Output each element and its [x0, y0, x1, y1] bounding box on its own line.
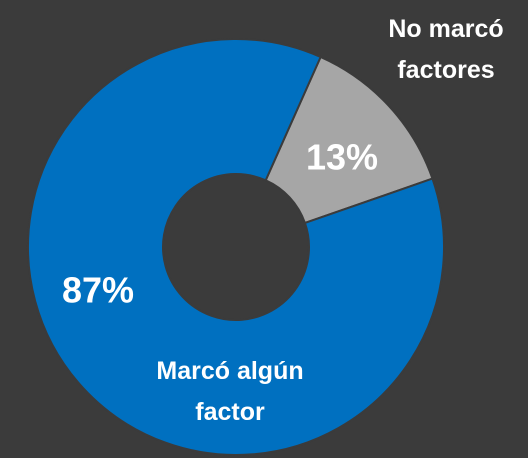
category-label: No marcó factores: [388, 15, 503, 84]
category-label: Marcó algún factor: [156, 357, 303, 426]
value-label: 87%: [62, 270, 134, 311]
donut-slice: [264, 55, 434, 225]
value-label: 13%: [306, 137, 378, 178]
donut-slice: [27, 38, 445, 456]
